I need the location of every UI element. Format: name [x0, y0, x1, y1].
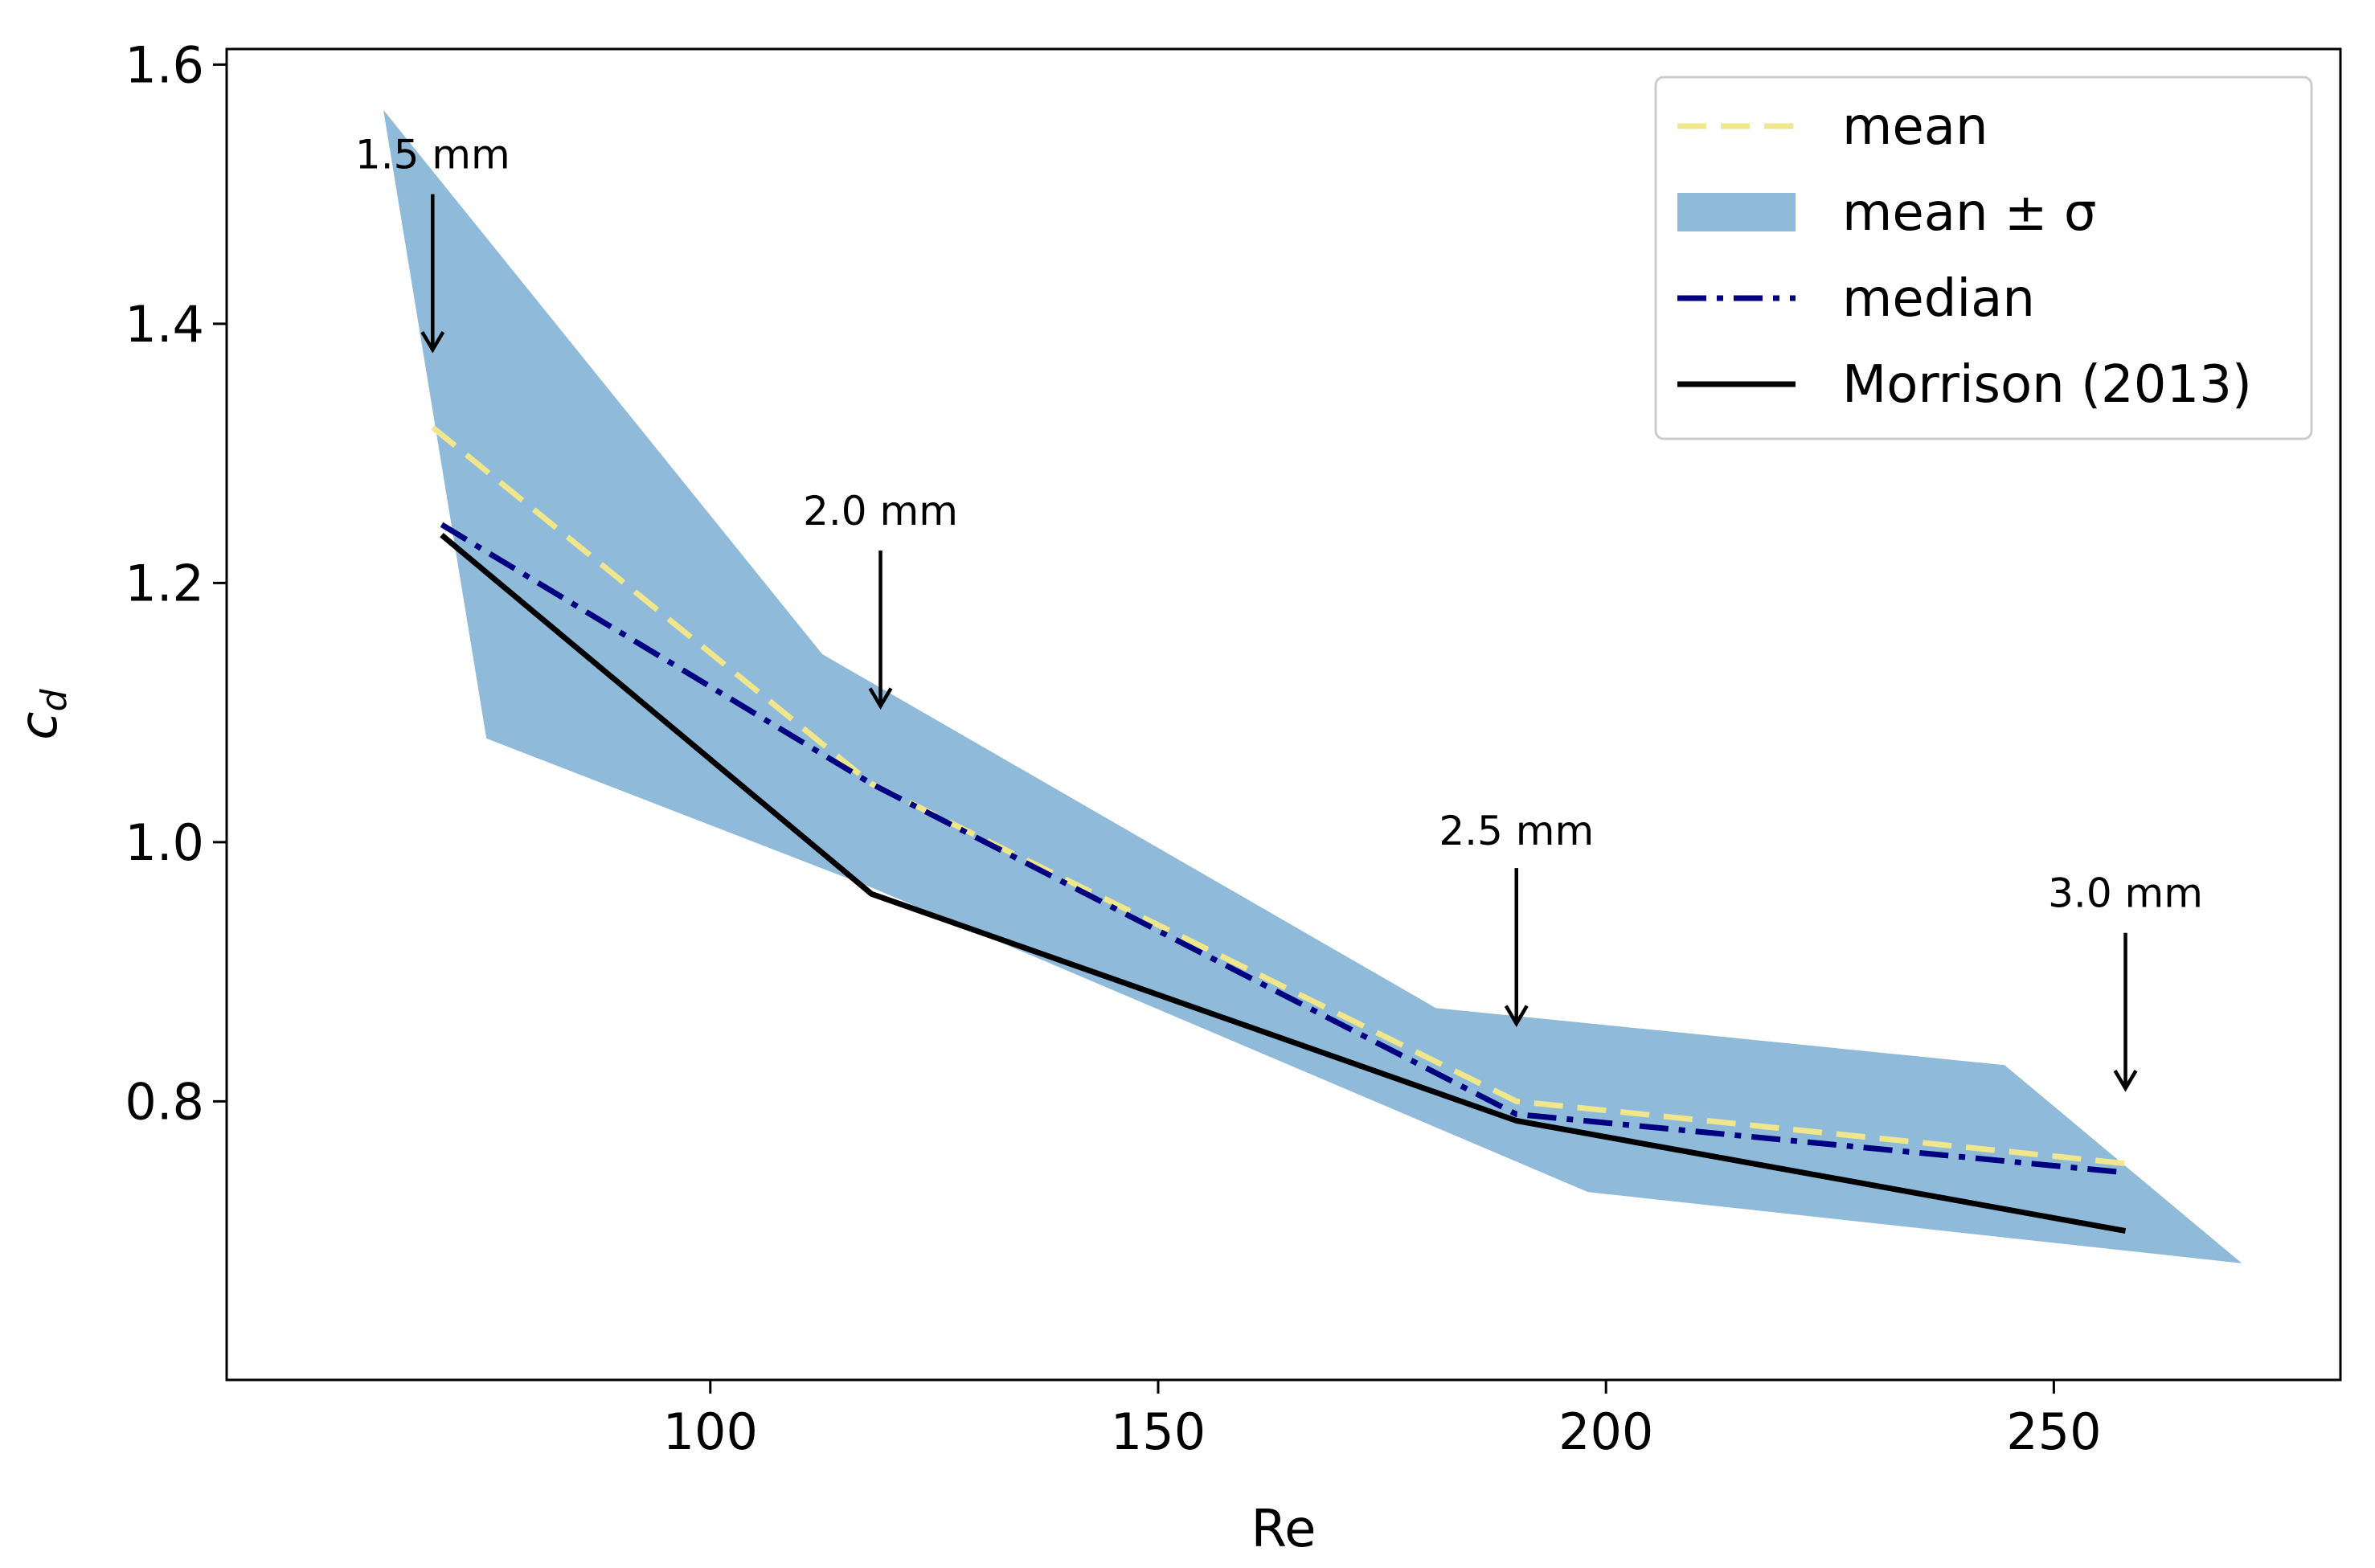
legend-label-mean: mean ± σ — [1842, 183, 2096, 243]
y-axis: 0.8 1.0 1.2 1.4 1.6 — [125, 35, 227, 1131]
x-tick-label: 150 — [1111, 1402, 1206, 1461]
annotation-label: 2.5 mm — [1439, 808, 1594, 854]
x-tick-label: 200 — [1558, 1402, 1653, 1461]
legend-label-mean: mean — [1842, 97, 1988, 157]
series-line-morrison-2013 — [440, 533, 2127, 1234]
y-axis-label-main: c — [10, 711, 69, 739]
y-tick-label: 0.8 — [125, 1072, 204, 1131]
series-line-median — [440, 522, 2126, 1176]
legend-swatch-mean — [1677, 193, 1796, 231]
x-axis: 100 150 200 250 — [663, 1380, 2102, 1461]
annotation-arrow-head — [420, 330, 445, 354]
y-tick-label: 1.0 — [125, 813, 204, 872]
series-layer — [431, 425, 2127, 1234]
series-line-mean — [431, 425, 2126, 1167]
legend-label-median: median — [1842, 269, 2035, 329]
y-axis-label: cd — [10, 688, 75, 739]
plot-frame — [225, 47, 2342, 1382]
x-tick-label: 250 — [2006, 1402, 2101, 1461]
annotation-layer: 1.5 mm 2.0 mm 2.5 mm 3.0 mm — [355, 131, 2203, 1092]
annotation-arrow-head — [868, 687, 893, 710]
legend-box — [1654, 76, 2313, 440]
annotation-label: 1.5 mm — [355, 131, 510, 178]
legend-label-morrison-2013: Morrison (2013) — [1842, 355, 2252, 415]
y-tick-label: 1.4 — [125, 295, 204, 354]
legend: mean mean ± σ median Morrison (2013) — [1654, 76, 2313, 440]
annotation-arrow-head — [1504, 1005, 1529, 1027]
y-tick-label: 1.2 — [125, 554, 204, 612]
y-tick-label: 1.6 — [125, 35, 204, 94]
y-axis-label-subscript: d — [34, 688, 75, 711]
x-axis-label: Re — [1251, 1500, 1316, 1559]
annotation-arrow-head — [2113, 1070, 2138, 1092]
annotation-label: 3.0 mm — [2048, 870, 2203, 916]
x-tick-label: 100 — [663, 1402, 758, 1461]
annotation-label: 2.0 mm — [803, 488, 958, 534]
